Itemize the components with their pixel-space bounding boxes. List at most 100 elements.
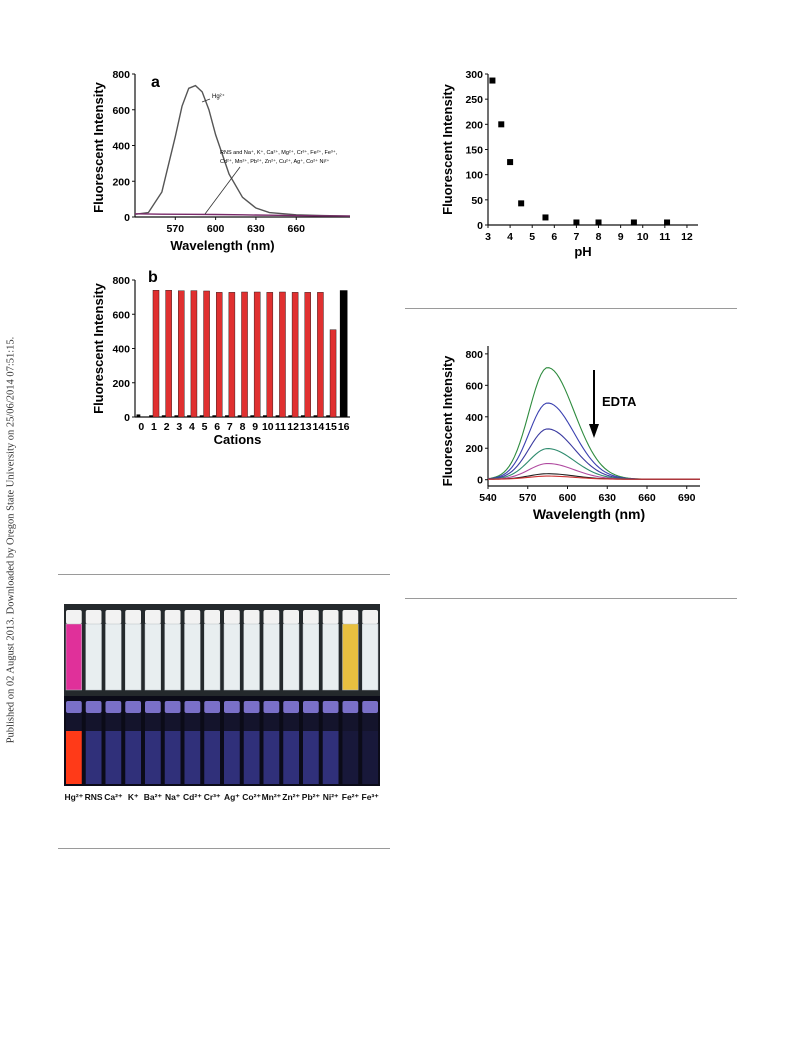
bar — [241, 291, 248, 418]
vial-label: Fe³⁺ — [362, 792, 380, 802]
vial-label: Fe²⁺ — [342, 792, 360, 802]
vial-cap — [303, 610, 319, 624]
x-axis-title: Cations — [214, 432, 262, 447]
vial-cap-uv — [303, 701, 319, 713]
bar — [174, 415, 179, 417]
vial-label: Ca²⁺ — [104, 792, 123, 802]
download-watermark: Published on 02 August 2013. Downloaded … — [4, 60, 18, 1020]
vial-neck-uv — [66, 713, 82, 731]
vial-label: Mn²⁺ — [262, 792, 282, 802]
spectrum-line — [487, 475, 700, 480]
vial-uv — [184, 731, 201, 784]
x-tick-label: 570 — [167, 223, 185, 235]
watermark-text: Published on 02 August 2013. Downloaded … — [5, 336, 17, 744]
y-axis-title: Fluorescent Intensity — [440, 83, 455, 215]
vial-uv — [362, 731, 378, 784]
vial-cap-uv — [342, 701, 359, 713]
bar — [329, 329, 337, 418]
bar — [190, 290, 198, 418]
x-tick-label: 13 — [300, 421, 312, 433]
bar — [326, 415, 331, 417]
x-tick-label: 2 — [164, 421, 170, 433]
vial-daylight — [65, 623, 82, 691]
x-tick-label: 12 — [681, 231, 693, 243]
vial-label: K⁺ — [128, 792, 139, 802]
bar — [152, 290, 160, 418]
vial-uv — [283, 731, 299, 784]
vial-daylight — [144, 623, 161, 691]
x-tick-label: 4 — [189, 421, 195, 433]
vial-daylight — [125, 623, 142, 691]
bar — [161, 415, 166, 417]
x-tick-label: 9 — [618, 231, 624, 243]
bar — [288, 415, 293, 417]
bar — [262, 415, 267, 417]
vial-uv — [204, 731, 220, 784]
vial-cap — [204, 610, 220, 624]
vial-neck-uv — [125, 713, 141, 731]
vial-cap-uv — [322, 701, 339, 713]
x-axis-title: Wavelength (nm) — [170, 238, 274, 253]
y-tick-label: 0 — [477, 220, 483, 232]
vial-daylight — [105, 623, 122, 691]
annotation-arrow — [204, 166, 241, 215]
bar — [228, 292, 236, 418]
bar — [212, 415, 217, 417]
x-tick-label: 690 — [678, 492, 696, 504]
bar — [225, 415, 229, 417]
x-tick-label: 630 — [598, 492, 616, 504]
vial-cap — [125, 610, 141, 624]
vial-cap — [184, 610, 201, 624]
vial-uv — [224, 731, 240, 784]
x-tick-label: 4 — [507, 231, 513, 243]
vial-daylight — [223, 623, 240, 691]
x-tick-label: 11 — [275, 421, 286, 433]
vial-label: Ni²⁺ — [323, 792, 339, 802]
bar — [291, 292, 299, 418]
vial-cap-uv — [362, 701, 378, 713]
vial-neck-uv — [322, 713, 339, 731]
bar — [253, 291, 261, 418]
x-tick-label: 14 — [313, 421, 325, 433]
bar — [178, 290, 185, 418]
divider-left-1 — [58, 574, 390, 575]
vial-uv — [66, 731, 82, 784]
y-tick-label: 600 — [112, 309, 130, 321]
spectrum-line — [487, 462, 700, 480]
x-tick-label: 16 — [338, 421, 350, 433]
y-tick-label: 200 — [112, 176, 130, 188]
vial-cap-uv — [66, 701, 82, 713]
vial-neck-uv — [145, 713, 161, 731]
vial-cap — [263, 610, 280, 624]
bar — [313, 415, 318, 417]
vial-daylight — [302, 623, 319, 691]
vial-label: Cd²⁺ — [183, 792, 202, 802]
edta-label: EDTA — [602, 394, 637, 409]
y-tick-label: 800 — [112, 69, 130, 81]
vial-uv — [243, 731, 260, 784]
annotation-others-2: Cd²⁺, Mn²⁺, Pb²⁺, Zn²⁺, Cu²⁺, Ag⁺, Co²⁺ … — [220, 158, 330, 165]
vial-label: Hg²⁺ — [65, 792, 84, 802]
vial-uv — [322, 731, 339, 784]
bar — [317, 292, 324, 418]
vial-cap-uv — [85, 701, 102, 713]
vial-uv — [342, 731, 359, 784]
vial-neck-uv — [85, 713, 102, 731]
y-tick-label: 600 — [465, 380, 483, 392]
vial-label: RNS — [85, 792, 103, 802]
vial-label: Co²⁺ — [242, 792, 261, 802]
y-tick-label: 150 — [465, 145, 483, 157]
figure-edta-spectrum: 0 200 400 600 800 540 570 600 630 660 690 EDTA Wavel… — [440, 346, 700, 522]
y-tick-label: 0 — [477, 475, 483, 487]
data-point — [507, 159, 514, 166]
vial-daylight — [243, 623, 260, 691]
bar — [136, 414, 141, 417]
x-tick-label: 8 — [240, 421, 246, 433]
vial-daylight — [85, 623, 102, 691]
vial-neck-uv — [105, 713, 122, 731]
vial-neck-uv — [362, 713, 378, 731]
vial-cap-uv — [204, 701, 220, 713]
x-tick-label: 7 — [573, 231, 579, 243]
bar — [250, 415, 255, 417]
bar — [237, 415, 242, 417]
